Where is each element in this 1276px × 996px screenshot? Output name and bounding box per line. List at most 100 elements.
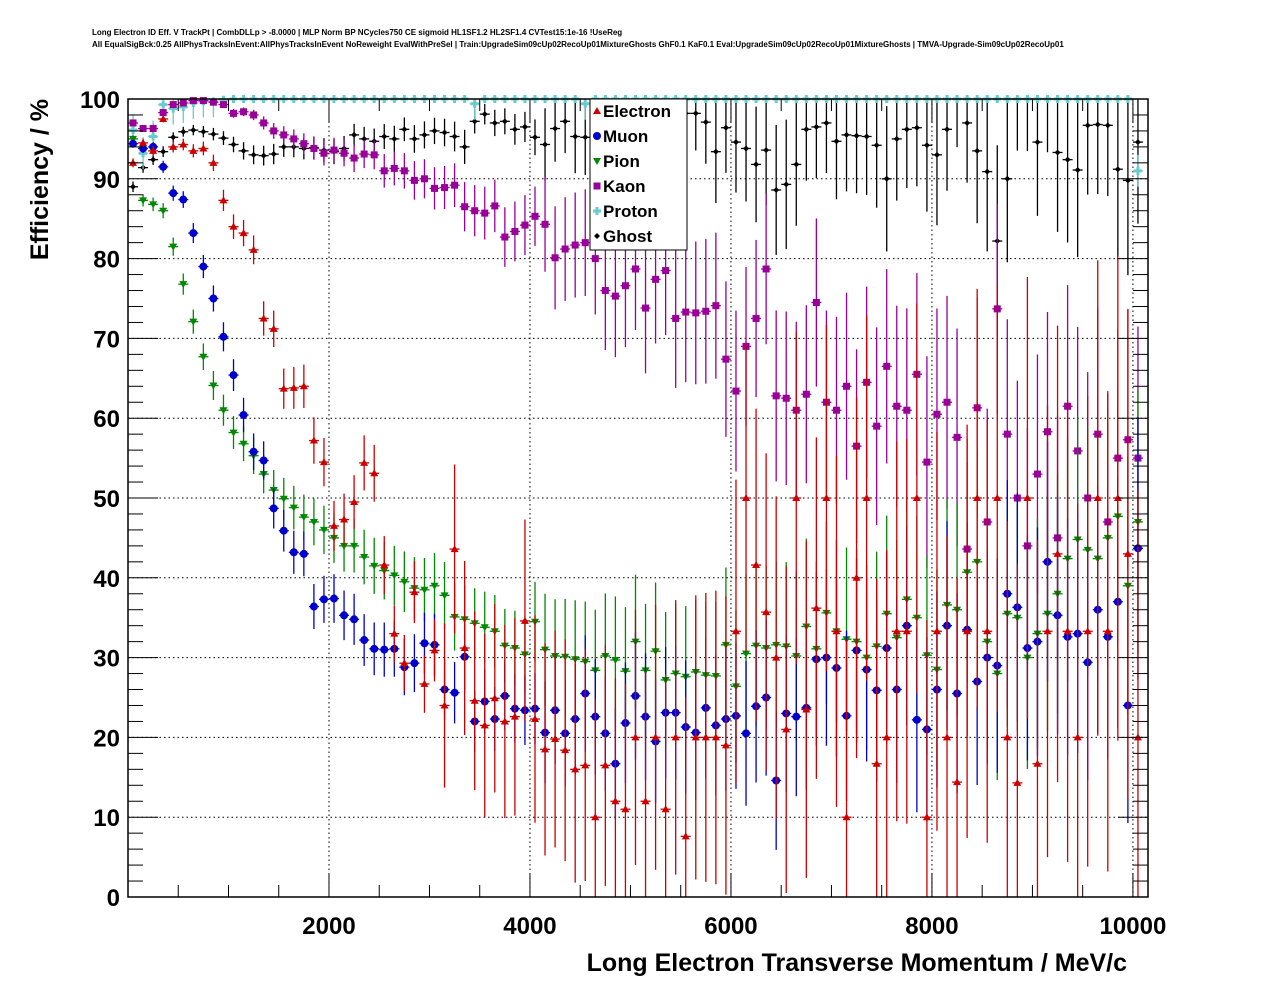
data-point (1002, 99, 1013, 263)
data-point (851, 99, 862, 194)
data-point (188, 223, 199, 244)
data-point (811, 99, 822, 179)
data-point (1012, 96, 1023, 151)
x-axis-title: Long Electron Transverse Momentum / MeV/… (587, 949, 1128, 977)
data-point (168, 141, 179, 153)
data-point (318, 575, 329, 623)
data-point (972, 99, 983, 224)
legend-item-electron: Electron (593, 102, 671, 121)
data-point (841, 292, 852, 480)
data-point (138, 138, 149, 148)
data-point (519, 519, 530, 723)
data-point (489, 179, 500, 233)
data-point (339, 590, 350, 641)
y-axis-title: Efficiency / % (26, 99, 54, 260)
data-point (449, 121, 460, 152)
data-point (148, 197, 159, 212)
data-point (499, 108, 510, 135)
square-icon (593, 182, 601, 190)
data-point (148, 154, 159, 165)
legend-label: Proton (603, 202, 658, 221)
data-point (580, 649, 591, 882)
data-point (429, 117, 440, 145)
data-point (218, 101, 229, 109)
data-point (972, 288, 983, 708)
data-point (509, 201, 520, 262)
data-point (208, 154, 219, 172)
data-point (228, 416, 239, 450)
data-point (710, 590, 721, 885)
data-point (871, 578, 882, 897)
data-point (449, 464, 460, 634)
data-point (409, 634, 420, 693)
legend-label: Ghost (603, 227, 652, 246)
data-point (560, 639, 571, 862)
x-tick-label: 8000 (905, 913, 958, 940)
data-point (570, 99, 581, 174)
data-point (439, 562, 450, 629)
legend-item-pion: Pion (593, 152, 640, 171)
data-point (821, 99, 832, 174)
data-point (560, 197, 571, 301)
data-point (349, 123, 360, 147)
data-point (469, 99, 480, 120)
data-point (278, 509, 289, 552)
data-point (318, 437, 329, 487)
data-point (489, 109, 500, 137)
data-point (459, 561, 470, 736)
data-point (811, 218, 822, 387)
data-point (349, 475, 360, 529)
data-point (831, 455, 842, 807)
data-point (942, 295, 953, 509)
data-point (198, 126, 209, 138)
y-tick-label: 80 (93, 247, 120, 274)
data-point (901, 438, 912, 824)
data-point (1092, 99, 1103, 195)
data-point (550, 206, 561, 310)
data-point (248, 145, 259, 165)
data-point (962, 99, 973, 183)
data-point (519, 195, 530, 256)
data-point (660, 674, 671, 897)
data-point (198, 343, 209, 371)
data-point (1072, 504, 1083, 897)
data-point (1022, 276, 1033, 720)
data-point (429, 553, 440, 619)
data-point (138, 125, 149, 133)
data-point (670, 249, 681, 388)
data-point (369, 537, 380, 594)
data-point (700, 238, 711, 384)
y-tick-label: 100 (80, 87, 120, 114)
data-point (881, 549, 892, 897)
data-point (188, 144, 199, 158)
data-point (600, 644, 611, 886)
data-point (308, 498, 319, 546)
y-tick-label: 40 (93, 566, 120, 593)
data-point (268, 143, 279, 165)
data-point (409, 125, 420, 153)
diamond-icon (594, 233, 600, 239)
data-point (178, 138, 189, 151)
data-point (258, 145, 269, 166)
data-point (680, 241, 691, 383)
data-point (1102, 99, 1113, 197)
data-point (218, 189, 229, 211)
data-point (560, 99, 571, 154)
data-point (218, 394, 229, 426)
data-point (198, 254, 209, 279)
data-point (329, 137, 340, 163)
data-point (248, 235, 259, 265)
data-point (650, 604, 661, 870)
data-point (741, 343, 752, 653)
data-point (720, 596, 731, 895)
data-point (188, 124, 199, 136)
data-point (459, 182, 470, 232)
data-point (831, 99, 842, 200)
data-point (529, 119, 540, 156)
data-point (1042, 405, 1053, 858)
data-point (1102, 391, 1113, 872)
data-point (861, 99, 872, 196)
data-point (399, 153, 410, 189)
data-point (258, 441, 269, 480)
